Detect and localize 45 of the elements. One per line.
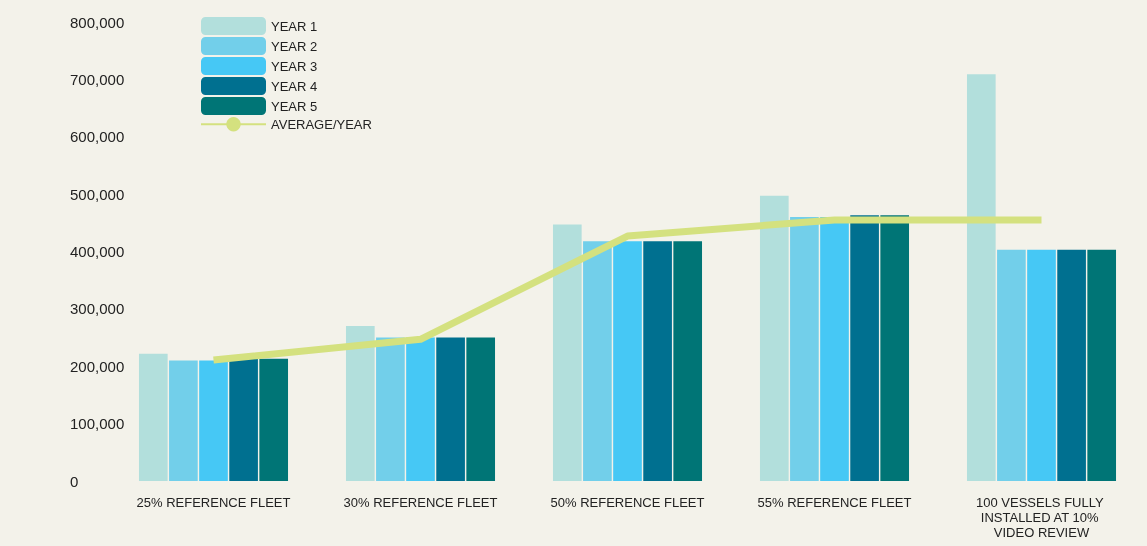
bar [199,360,228,481]
bar [169,360,198,481]
y-tick-label: 300,000 [70,300,125,318]
bar [643,241,672,481]
bar [613,241,642,481]
legend-label: YEAR 3 [271,58,318,74]
y-tick-label: 400,000 [70,243,125,260]
bar [997,249,1026,481]
legend-label: YEAR 4 [271,78,318,94]
y-tick-label: 100,000 [70,415,125,433]
bar [259,358,289,481]
bar [583,241,612,481]
y-tick-label: 800,000 [70,13,125,31]
bar [229,358,258,481]
bar [466,337,496,481]
bar [406,337,435,481]
x-tick-label: 30% REFERENCE FLEET [343,495,498,510]
bar [1057,249,1086,481]
y-tick-label: 0 [70,472,79,490]
bar [880,215,910,481]
y-tick-label: 600,000 [70,128,125,146]
bar [820,217,849,481]
y-tick-label: 700,000 [70,70,125,88]
bar [436,337,465,481]
legend-label: YEAR 1 [271,18,318,34]
legend-label: YEAR 5 [271,98,318,114]
bar [673,241,703,481]
x-tick-label: 50% REFERENCE FLEET [550,495,705,510]
legend-label: YEAR 2 [271,38,318,54]
legend-label: AVERAGE/YEAR [271,116,372,132]
x-tick-label: 100 VESSELS FULLY INSTALLED AT 10% VIDEO REVIEW [975,495,1108,540]
bar [138,353,168,481]
bar [1027,249,1056,481]
bar [790,217,819,481]
y-tick-label: 200,000 [70,357,125,375]
y-tick-label: 500,000 [70,185,125,203]
bar [759,195,789,481]
x-tick-label: 55% REFERENCE FLEET [757,495,912,510]
x-tick-label: 25% REFERENCE FLEET [136,495,291,510]
bar [1087,249,1117,481]
bar [552,224,582,481]
bar [850,215,879,481]
bar [345,326,375,481]
bar [376,337,405,481]
bar [966,74,996,481]
